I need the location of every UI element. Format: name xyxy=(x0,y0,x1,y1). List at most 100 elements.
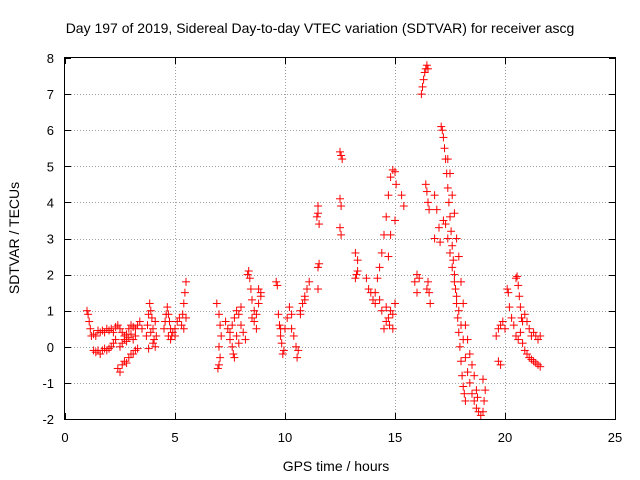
data-point xyxy=(239,328,248,337)
data-point xyxy=(287,324,296,333)
data-point xyxy=(116,342,124,351)
data-point xyxy=(173,317,182,326)
data-point xyxy=(228,321,237,330)
data-point xyxy=(337,202,346,211)
data-point xyxy=(503,285,512,294)
data-point xyxy=(216,321,225,330)
y-tick-label: 7 xyxy=(47,87,54,102)
data-point xyxy=(315,259,324,268)
data-point xyxy=(472,404,481,413)
data-point xyxy=(243,270,252,279)
data-point xyxy=(353,256,362,265)
data-point xyxy=(436,238,445,247)
data-point xyxy=(377,248,386,257)
data-point xyxy=(424,277,432,286)
data-point xyxy=(248,295,256,304)
data-point xyxy=(241,335,250,344)
data-point xyxy=(146,306,155,315)
data-point xyxy=(382,212,391,221)
data-point xyxy=(314,209,322,218)
data-point xyxy=(513,272,522,281)
data-point xyxy=(457,357,465,366)
data-point xyxy=(248,313,256,322)
data-point xyxy=(527,355,536,364)
y-tick-label: -2 xyxy=(42,412,54,427)
grid-lines xyxy=(65,58,615,419)
data-point xyxy=(129,350,138,359)
data-point xyxy=(289,331,298,340)
data-point xyxy=(439,216,448,225)
data-point xyxy=(122,337,131,346)
data-point xyxy=(386,306,395,315)
data-point xyxy=(391,167,399,176)
data-point xyxy=(512,331,520,340)
data-point xyxy=(122,359,131,368)
data-point xyxy=(362,274,371,283)
data-point xyxy=(127,330,135,339)
data-point xyxy=(435,223,443,232)
data-point xyxy=(217,331,226,340)
data-point xyxy=(244,266,253,275)
data-point xyxy=(100,328,109,337)
data-point xyxy=(212,299,221,308)
data-point xyxy=(494,357,503,366)
data-point xyxy=(463,335,472,344)
data-point xyxy=(179,299,188,308)
data-point xyxy=(237,303,245,312)
data-point xyxy=(129,322,138,331)
data-point xyxy=(448,263,457,272)
data-point xyxy=(275,321,284,330)
data-point xyxy=(273,281,282,290)
data-point xyxy=(234,339,243,348)
data-point xyxy=(496,321,505,330)
data-point xyxy=(234,310,243,319)
data-point xyxy=(455,342,464,351)
data-point xyxy=(105,344,113,353)
data-point xyxy=(450,209,459,218)
data-point xyxy=(460,389,469,398)
data-point xyxy=(287,310,296,319)
data-point xyxy=(91,348,100,357)
data-point xyxy=(380,324,388,333)
data-point xyxy=(124,333,133,342)
data-point xyxy=(438,126,447,135)
data-point xyxy=(443,155,452,164)
data-point xyxy=(133,321,142,330)
data-point xyxy=(149,339,157,348)
data-point xyxy=(171,324,179,333)
data-point xyxy=(492,331,501,340)
data-point xyxy=(448,241,457,250)
data-point xyxy=(529,357,538,366)
data-point xyxy=(536,331,545,340)
data-point xyxy=(254,285,263,294)
data-point xyxy=(111,335,120,344)
data-point xyxy=(413,288,421,297)
data-point xyxy=(352,270,361,279)
data-point xyxy=(216,353,225,362)
data-point xyxy=(226,328,234,337)
y-axis-label: SDTVAR / TECUs xyxy=(6,182,22,294)
data-point xyxy=(391,299,399,308)
x-tick-label: 5 xyxy=(171,430,178,445)
data-point xyxy=(468,389,476,398)
data-point xyxy=(296,306,305,315)
data-point xyxy=(285,303,294,312)
data-point xyxy=(105,326,113,335)
data-point xyxy=(179,324,188,333)
data-point xyxy=(382,303,391,312)
data-point xyxy=(446,169,454,178)
data-point xyxy=(459,382,468,391)
data-point xyxy=(351,274,360,283)
data-point xyxy=(441,220,450,229)
data-point xyxy=(178,310,187,319)
data-point xyxy=(164,310,173,319)
data-point xyxy=(232,331,241,340)
data-point xyxy=(182,313,190,322)
x-axis-label: GPS time / hours xyxy=(283,458,390,474)
data-point xyxy=(386,230,395,239)
data-point xyxy=(120,357,129,366)
data-point xyxy=(496,360,505,369)
data-point xyxy=(256,292,265,301)
data-point xyxy=(226,335,234,344)
data-point xyxy=(292,342,300,351)
